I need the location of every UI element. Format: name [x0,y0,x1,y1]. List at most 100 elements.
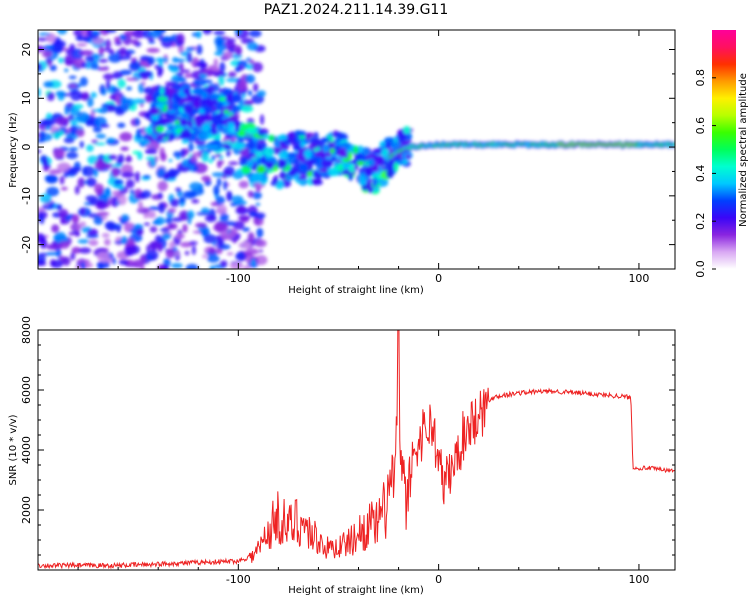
spectrogram-cell [154,64,160,70]
spectrogram-cell [337,163,344,173]
spectrogram-cell [101,48,113,52]
spectrogram-cell [135,117,140,127]
spectrogram-cell [181,138,189,144]
spectrogram-cell [180,148,186,159]
spectrogram-cell [96,211,110,217]
spectrogram-cell [56,204,63,211]
spectrogram-cell [106,79,111,90]
spectrogram-cell [123,185,128,194]
spectrogram-cell [87,97,94,108]
spectrogram-cell [327,168,338,177]
spectrogram-cell [111,257,116,265]
spectrogram-cell [52,235,67,240]
spectrogram-cell [228,48,234,53]
spectrogram-cell [42,159,49,167]
spectrogram-cell [201,151,210,163]
spectrogram-cell [192,99,202,109]
spectrogram-cell [104,39,112,49]
spectrogram-cell [79,76,88,87]
spectrogram-cell [260,114,265,125]
spectrogram-cell [172,56,179,63]
spectrogram-cell [190,153,198,163]
spectrogram-cell [223,144,232,150]
spectrogram-cell [240,104,254,113]
snr-ylabel: SNR (10 * v/v) [8,414,19,485]
spectrogram-cell [129,189,135,194]
spectrogram-cell [182,190,197,199]
spectrogram-cell [356,160,365,166]
spectrogram-cell [157,192,163,199]
spectrogram-cell [247,89,253,96]
spectrogram-cell [262,147,275,157]
spectrogram-cell [248,210,258,218]
spectrogram-cell [300,141,306,148]
spectrogram-cell [234,120,241,129]
spectrogram-cell [178,196,186,203]
spectrogram-cell [288,169,298,177]
spectrogram-cell [126,155,132,162]
spectrogram-cell [241,165,252,175]
spectrogram-cell [208,247,216,255]
spectrogram-cell [157,264,165,269]
spectrogram-cell [60,218,65,225]
spectrogram-cell [125,179,135,189]
spectrogram-cell [144,94,152,103]
spectrogram-cell [180,129,192,139]
spectrogram-cell [38,63,43,70]
spectrogram-cell [255,239,267,248]
spectrogram-cell [117,122,126,128]
spectrogram-cell [353,145,359,155]
spectrogram-cell [234,66,241,73]
spectrogram-cell [128,61,141,72]
colorbar-gradient [712,30,736,269]
spectrogram-cell [187,120,194,128]
spectrogram-cell [143,86,155,95]
spectrogram-cell [183,103,194,114]
spectrogram-cell [385,169,394,179]
spectrogram-cell [191,198,200,204]
spectrogram-cell [224,134,231,139]
figure-title: PAZ1.2024.211.14.39.G11 [264,2,449,18]
spectrogram-cell [90,30,102,36]
spectrogram-cell [61,256,71,266]
spectrogram-cell [165,81,176,87]
spectrogram-cell [196,212,211,216]
spectrogram-cell [329,148,336,154]
spectrogram-cell [195,222,207,229]
spectrogram-ytick-label: -10 [20,187,33,205]
spectrogram-cell [91,139,98,144]
spectrogram-cell [111,163,123,168]
spectrogram-cell [94,159,107,171]
spectrogram-cell [74,265,88,269]
spectrogram-cell [67,116,74,120]
spectrogram-cell [175,187,182,192]
spectrogram-cell [149,226,158,233]
spectrogram-cell [120,214,130,221]
spectrogram-cell [215,153,222,158]
snr-ytick-label: 6000 [20,376,33,404]
spectrogram-cell [38,259,46,266]
spectrogram-cell [77,177,86,188]
spectrogram-cell [196,44,203,55]
spectrogram-cell [59,175,65,185]
spectrogram-cell [237,215,251,221]
spectrogram-cell [39,214,45,225]
spectrogram-cell [214,50,225,57]
spectrogram-cell [86,177,97,187]
spectrogram-cell [87,228,99,237]
spectrogram-cell [147,211,156,219]
spectrogram-cell [219,61,226,73]
spectrogram-cell [307,176,313,186]
spectrogram-cell [134,171,141,183]
spectrogram-cell [165,248,175,259]
spectrogram-cell [197,132,210,141]
spectrogram-cell [101,232,110,238]
spectrogram-cell [187,116,193,123]
spectrogram-cell [79,50,94,56]
spectrogram-cell [277,158,284,168]
spectrogram-cell [340,141,352,150]
spectrogram-cell [85,55,95,63]
spectrogram-cell [235,46,242,56]
spectrogram-cell [104,30,117,33]
